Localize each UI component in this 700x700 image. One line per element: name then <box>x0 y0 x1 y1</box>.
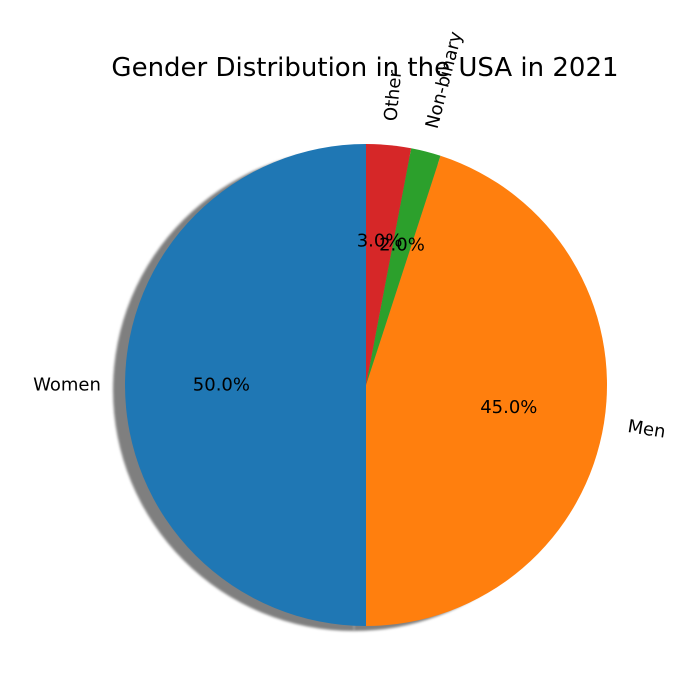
pie-label-other: Other <box>380 69 406 122</box>
pie-wedge-women <box>125 144 366 626</box>
pie-value-label-men: 45.0% <box>480 397 537 418</box>
pie-value-label-non-binary: 2.0% <box>379 234 425 255</box>
pie-value-label-women: 50.0% <box>193 375 250 396</box>
pie-wedge-men <box>366 155 608 627</box>
chart-title: Gender Distribution in the USA in 2021 <box>111 53 618 83</box>
pie-label-women: Women <box>33 375 101 396</box>
pie-wedge-non-binary <box>366 148 441 385</box>
pie-label-men: Men <box>626 416 667 443</box>
pie-wedges <box>125 144 608 627</box>
pie-wedge-other <box>366 144 412 385</box>
pie-value-label-other: 3.0% <box>357 231 403 252</box>
pie-value-labels: 50.0% 45.0% 2.0%3.0% <box>193 231 538 419</box>
